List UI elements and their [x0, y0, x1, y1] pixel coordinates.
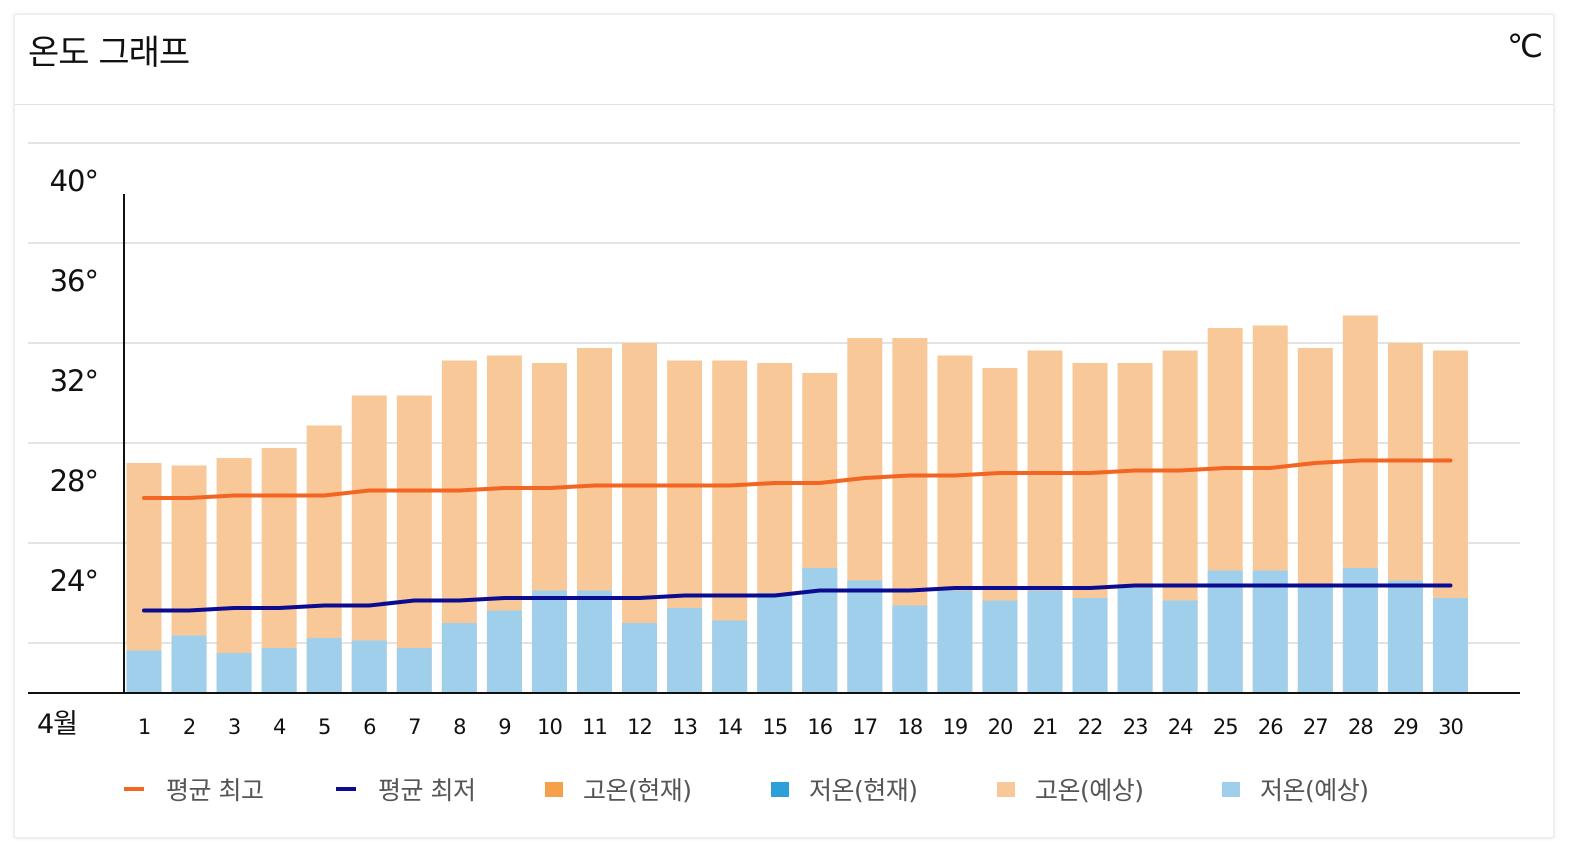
legend-item[interactable]: 저온(예상) [1222, 771, 1369, 807]
legend-label: 저온(예상) [1260, 776, 1369, 805]
legend-label: 평균 최저 [378, 776, 476, 805]
low-temp-bar [306, 638, 342, 693]
x-tick-label: 20 [988, 715, 1013, 739]
x-tick-label: 26 [1258, 715, 1283, 739]
low-temp-bar [1162, 600, 1198, 693]
legend-label: 고온(현재) [583, 776, 692, 805]
legend-swatch [336, 787, 356, 791]
x-tick-label: 4 [273, 715, 286, 739]
low-temp-bar [351, 640, 387, 693]
x-tick-label: 11 [582, 715, 607, 739]
x-tick-label: 24 [1168, 715, 1193, 739]
x-tick-label: 14 [717, 715, 742, 739]
legend-label: 평균 최고 [166, 776, 264, 805]
low-temp-bar [216, 653, 252, 693]
legend-label: 고온(예상) [1035, 776, 1144, 805]
avg-low-line [142, 583, 1453, 613]
x-tick-label: 12 [627, 715, 652, 739]
low-temp-bar [396, 648, 432, 693]
unit-label: ℃ [1507, 27, 1543, 65]
legend-swatch [545, 781, 563, 797]
legend-swatch [771, 781, 789, 797]
x-tick-label: 28 [1348, 715, 1373, 739]
x-tick-label: 17 [852, 715, 877, 739]
x-tick-label: 2 [183, 715, 195, 739]
x-tick-label: 27 [1303, 715, 1328, 739]
x-tick-label: 22 [1078, 715, 1103, 739]
x-tick-label: 13 [672, 715, 697, 739]
low-temp-bar [937, 590, 973, 693]
avg-high-line [142, 458, 1453, 500]
low-temp-bar [1297, 585, 1333, 693]
low-temp-bar [1072, 598, 1108, 693]
low-temp-bar [1387, 580, 1423, 693]
low-temp-bar [1342, 568, 1378, 693]
low-temp-bar [982, 600, 1018, 693]
low-temp-bar [847, 580, 883, 693]
legend-item[interactable]: 평균 최고 [124, 771, 264, 807]
legend-item[interactable]: 고온(예상) [997, 771, 1144, 807]
low-temp-bar [577, 590, 612, 693]
legend-swatch [1222, 781, 1240, 797]
low-temp-bar [1207, 570, 1243, 693]
x-tick-label: 9 [498, 715, 510, 739]
low-temp-bar [1252, 570, 1288, 693]
x-tick-label: 3 [228, 715, 240, 739]
y-tick-label: 28° [50, 464, 98, 498]
y-tick-label: 24° [50, 564, 98, 598]
low-temp-bar [802, 568, 838, 693]
legend-item[interactable]: 평균 최저 [336, 771, 476, 807]
x-tick-label: 23 [1123, 715, 1148, 739]
low-temp-bar [261, 648, 297, 693]
x-tick-label: 10 [537, 715, 562, 739]
low-temp-bar [622, 623, 658, 693]
y-tick-label: 36° [50, 264, 98, 298]
low-temp-bar [892, 605, 928, 693]
low-temp-bar [712, 620, 748, 693]
chart-legend: 평균 최고 평균 최저 고온(현재) 저온(현재) 고온(예상) 저온(예상) [0, 771, 1570, 807]
low-temp-bar [486, 610, 522, 693]
low-temp-bar [667, 608, 703, 693]
x-tick-label: 25 [1213, 715, 1238, 739]
low-temp-bar [531, 590, 567, 693]
x-tick-label: 16 [807, 715, 832, 739]
low-temp-bar [1432, 598, 1468, 693]
legend-label: 저온(현재) [809, 776, 918, 805]
x-tick-label: 5 [318, 715, 330, 739]
low-temp-bar [757, 593, 793, 693]
month-label: 4월 [37, 709, 77, 740]
legend-item[interactable]: 고온(현재) [545, 771, 692, 807]
y-tick-label: 32° [50, 364, 98, 398]
x-tick-label: 7 [408, 715, 420, 739]
low-temp-bar [126, 650, 162, 693]
x-tick-label: 21 [1033, 715, 1058, 739]
page-title: 온도 그래프 [28, 33, 190, 73]
low-temp-bar [1027, 590, 1063, 693]
high-temp-bar [396, 395, 432, 693]
low-temp-bar [441, 623, 477, 693]
x-tick-label: 8 [453, 715, 465, 739]
y-tick-label: 40° [50, 164, 98, 198]
legend-swatch [997, 781, 1015, 797]
low-temp-bar [171, 635, 207, 693]
x-tick-label: 29 [1393, 715, 1418, 739]
low-temp-bar [1117, 588, 1153, 693]
legend-item[interactable]: 저온(현재) [771, 771, 918, 807]
card-header: 온도 그래프 ℃ [15, 15, 1553, 105]
x-tick-label: 30 [1438, 715, 1463, 739]
x-tick-label: 18 [897, 715, 922, 739]
x-tick-label: 19 [943, 715, 968, 739]
x-tick-label: 6 [363, 715, 376, 739]
legend-swatch [124, 787, 144, 791]
x-tick-label: 1 [138, 715, 150, 739]
x-tick-label: 15 [762, 715, 787, 739]
